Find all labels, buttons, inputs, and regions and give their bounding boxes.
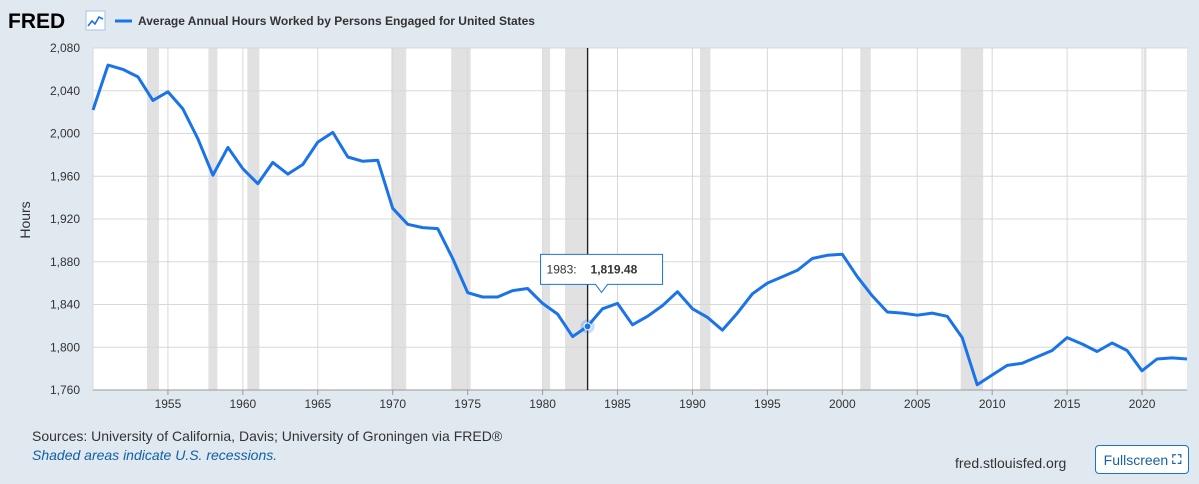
y-tick-label: 1,960 [50,169,80,183]
tooltip: 1983: 1,819.48 [540,253,664,294]
x-tick-label: 1985 [604,397,631,411]
fred-logo[interactable]: FRED [8,10,65,33]
x-tick-label: 1965 [304,397,331,411]
tooltip-value: 1,819.48 [591,262,638,276]
y-tick-label: 2,080 [50,41,80,55]
y-tick-label: 1,920 [50,212,80,226]
y-tick-label: 1,800 [50,340,80,354]
fullscreen-label: Fullscreen [1103,451,1169,468]
y-tick-label: 1,760 [50,383,80,397]
x-tick-label: 1995 [754,397,781,411]
series-line[interactable] [91,63,1188,387]
x-tick-label: 1980 [529,397,556,411]
tooltip-box [540,253,664,294]
x-tick-label: 1975 [454,397,481,411]
y-tick-label: 2,000 [50,127,80,141]
x-tick-label: 2010 [979,397,1006,411]
x-tick-label: 2005 [904,397,931,411]
y-axis-label: Hours [17,201,33,238]
x-tick-label: 1955 [155,397,182,411]
recession-note: Shaded areas indicate U.S. recessions. [32,447,278,463]
x-tick-label: 1960 [230,397,257,411]
y-tick-label: 2,040 [50,84,80,98]
fullscreen-button[interactable]: Fullscreen ⛶ [1095,445,1189,474]
hover-point[interactable] [583,322,592,331]
x-tick-label: 1970 [379,397,406,411]
sources-text: Sources: University of California, Davis… [32,428,503,444]
series-title: Average Annual Hours Worked by Persons E… [138,14,535,28]
x-tick-label: 1990 [679,397,706,411]
fullscreen-icon: ⛶ [1172,451,1181,467]
x-tick-label: 2020 [1129,397,1156,411]
y-tick-label: 1,840 [50,298,80,312]
y-tick-label: 1,880 [50,255,80,269]
fred-chart-icon [85,10,106,31]
tooltip-year: 1983: [547,262,577,276]
site-url[interactable]: fred.stlouisfed.org [955,455,1067,471]
x-tick-label: 2015 [1054,397,1081,411]
x-tick-label: 2000 [829,397,856,411]
